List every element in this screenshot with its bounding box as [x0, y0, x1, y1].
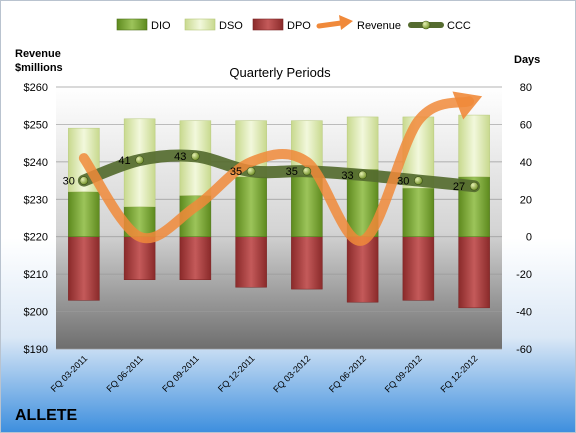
- chart-title: Quarterly Periods: [229, 65, 331, 80]
- category-label: FQ 12-2011: [216, 353, 257, 394]
- category-label: FQ 06-2012: [327, 353, 368, 394]
- ccc-data-label: 35: [286, 166, 298, 178]
- dpo-bar: [458, 236, 490, 309]
- left-tick-label: $210: [24, 269, 48, 281]
- legend-swatch-dpo: [252, 18, 284, 31]
- dpo-bar: [291, 236, 323, 290]
- ccc-marker: [469, 181, 479, 191]
- ccc-line: [77, 149, 481, 193]
- legend-swatch-dio: [116, 18, 148, 31]
- left-tick-label: $260: [24, 82, 48, 94]
- dpo-bar: [235, 236, 267, 288]
- right-tick-label: 80: [520, 82, 532, 94]
- ccc-data-label: 33: [341, 170, 353, 182]
- dio-bar: [402, 187, 435, 237]
- ccc-data-label: 30: [397, 176, 409, 188]
- category-label: FQ 09-2011: [160, 353, 201, 394]
- category-label: FQ 03-2011: [49, 353, 90, 394]
- legend-label-dio: DIO: [151, 20, 171, 32]
- right-tick-label: 60: [520, 119, 532, 131]
- legend-swatch-revenue-head: [339, 15, 353, 30]
- dso-bar: [346, 116, 379, 170]
- category-label: FQ 06-2011: [104, 353, 145, 394]
- ccc-marker: [135, 155, 144, 165]
- ccc-data-label: 30: [63, 176, 75, 188]
- right-tick-label: 0: [526, 232, 532, 244]
- legend-label-dpo: DPO: [287, 20, 311, 32]
- dio-bar: [235, 176, 267, 237]
- right-tick-label: -20: [516, 269, 532, 281]
- right-axis-label: Days: [514, 54, 540, 66]
- dpo-bar: [179, 236, 212, 281]
- left-tick-label: $230: [24, 194, 48, 206]
- category-label: FQ 03-2012: [271, 353, 312, 394]
- left-tick-label: $250: [24, 119, 48, 131]
- company-name: ALLETE: [15, 407, 78, 424]
- category-label: FQ 12-2012: [439, 353, 480, 394]
- ccc-marker: [191, 151, 200, 161]
- legend-label-dso: DSO: [219, 20, 243, 32]
- left-tick-label: $220: [24, 232, 48, 244]
- left-tick-label: $200: [24, 307, 48, 319]
- ccc-data-label: 43: [174, 151, 186, 163]
- right-tick-label: -40: [516, 307, 532, 319]
- revenue-arrow-head: [452, 91, 483, 120]
- ccc-marker: [414, 176, 423, 185]
- ccc-data-label: 27: [453, 181, 465, 193]
- dpo-bar: [123, 236, 156, 281]
- dpo-bar: [346, 236, 379, 303]
- legend-swatch-ccc-dot: [421, 20, 431, 30]
- right-tick-label: -60: [516, 344, 532, 356]
- dpo-bar: [68, 236, 100, 301]
- legend-swatch-dso: [184, 18, 216, 31]
- ccc-data-label: 41: [118, 155, 130, 167]
- legend-label-ccc: CCC: [447, 20, 471, 32]
- left-tick-label: $190: [24, 344, 48, 356]
- left-axis-label-line1: Revenue: [15, 48, 61, 60]
- dio-bar: [68, 191, 100, 237]
- left-tick-label: $240: [24, 157, 48, 169]
- legend-swatch-revenue: [316, 20, 344, 29]
- right-tick-label: 20: [520, 194, 532, 206]
- ccc-marker: [302, 166, 312, 176]
- dpo-bar: [402, 236, 435, 301]
- right-tick-label: 40: [520, 157, 532, 169]
- ccc-marker: [246, 166, 256, 176]
- legend-label-revenue: Revenue: [357, 20, 401, 32]
- ccc-data-label: 35: [230, 166, 242, 178]
- dso-bar: [458, 114, 490, 178]
- legend: DIO DSO DPO Revenue CCC: [116, 15, 471, 32]
- category-label: FQ 09-2012: [383, 353, 424, 394]
- left-axis-label-line2: $millions: [15, 62, 63, 74]
- revenue-line: [78, 96, 475, 246]
- ccc-marker: [79, 176, 89, 185]
- ccc-marker: [358, 170, 367, 180]
